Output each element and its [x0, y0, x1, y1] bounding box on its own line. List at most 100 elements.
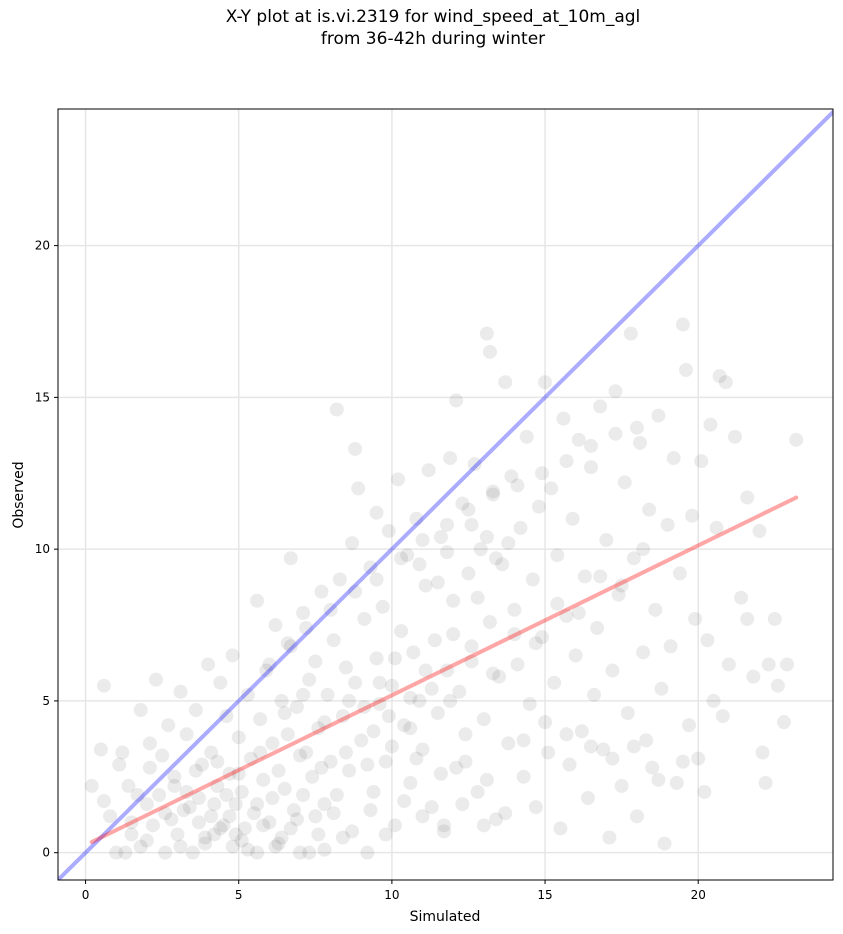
data-point	[476, 818, 491, 833]
reference-lines	[58, 110, 833, 880]
x-tick-label: 20	[691, 888, 706, 902]
y-tick-label: 15	[35, 390, 50, 404]
data-point	[280, 727, 295, 742]
data-point	[320, 687, 335, 702]
data-point	[342, 763, 357, 778]
data-point	[403, 775, 418, 790]
data-point	[378, 754, 393, 769]
data-point	[222, 809, 237, 824]
data-point	[761, 657, 776, 672]
data-point	[213, 821, 228, 836]
data-point	[446, 593, 461, 608]
data-point	[145, 818, 160, 833]
data-point	[219, 709, 234, 724]
data-point	[155, 748, 170, 763]
data-point	[443, 451, 458, 466]
data-point	[596, 742, 611, 757]
data-point	[314, 760, 329, 775]
data-points	[84, 317, 804, 860]
data-point	[277, 781, 292, 796]
data-point	[492, 669, 507, 684]
data-point	[602, 830, 617, 845]
data-point	[397, 794, 412, 809]
data-point	[636, 645, 651, 660]
data-point	[292, 845, 307, 860]
data-point	[335, 830, 350, 845]
data-point	[133, 703, 148, 718]
data-point	[489, 551, 504, 566]
data-point	[228, 797, 243, 812]
data-point	[547, 675, 562, 690]
data-point	[556, 411, 571, 426]
data-point	[440, 545, 455, 560]
data-point	[519, 429, 534, 444]
data-point	[164, 812, 179, 827]
data-point	[305, 769, 320, 784]
data-point	[485, 487, 500, 502]
data-point	[378, 827, 393, 842]
data-point	[584, 460, 599, 475]
data-point	[458, 754, 473, 769]
data-point	[571, 432, 586, 447]
data-point	[296, 605, 311, 620]
data-point	[449, 760, 464, 775]
data-point	[663, 639, 678, 654]
data-point	[130, 788, 145, 803]
data-point	[706, 693, 721, 708]
data-point	[700, 633, 715, 648]
data-point	[495, 557, 510, 572]
data-point	[703, 417, 718, 432]
data-point	[96, 794, 111, 809]
data-point	[225, 839, 240, 854]
data-point	[240, 842, 255, 857]
data-point	[268, 839, 283, 854]
data-point	[231, 766, 246, 781]
data-point	[198, 830, 213, 845]
data-point	[587, 687, 602, 702]
data-point	[253, 712, 268, 727]
y-axis-label: Observed	[11, 461, 27, 528]
data-point	[262, 815, 277, 830]
data-point	[262, 657, 277, 672]
data-point	[274, 693, 289, 708]
data-point	[329, 788, 344, 803]
data-point	[366, 784, 381, 799]
data-point	[179, 784, 194, 799]
data-point	[455, 797, 470, 812]
data-point	[381, 709, 396, 724]
data-point	[473, 542, 488, 557]
data-point	[363, 803, 378, 818]
data-point	[461, 502, 476, 517]
data-point	[268, 618, 283, 633]
data-point	[161, 718, 176, 733]
data-point	[516, 769, 531, 784]
data-point	[709, 520, 724, 535]
data-point	[308, 809, 323, 824]
data-point	[727, 429, 742, 444]
data-point	[636, 542, 651, 557]
regression-line	[89, 495, 799, 845]
data-point	[332, 572, 347, 587]
data-point	[323, 602, 338, 617]
data-point	[513, 520, 528, 535]
data-point	[265, 736, 280, 751]
data-point	[746, 669, 761, 684]
data-point	[366, 724, 381, 739]
data-point	[289, 812, 304, 827]
data-point	[351, 481, 366, 496]
data-point	[317, 715, 332, 730]
data-point	[311, 827, 326, 842]
data-point	[271, 763, 286, 778]
data-point	[329, 402, 344, 417]
data-point	[308, 654, 323, 669]
data-point	[234, 784, 249, 799]
data-point	[461, 566, 476, 581]
data-point	[620, 706, 635, 721]
data-point	[118, 845, 133, 860]
data-point	[326, 806, 341, 821]
data-point	[418, 663, 433, 678]
data-point	[253, 745, 268, 760]
data-point	[758, 775, 773, 790]
x-tick-label: 10	[384, 888, 399, 902]
data-point	[354, 733, 369, 748]
